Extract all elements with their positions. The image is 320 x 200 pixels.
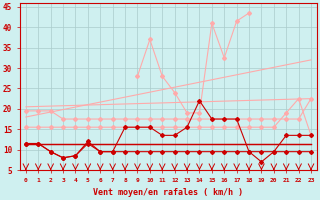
X-axis label: Vent moyen/en rafales ( km/h ): Vent moyen/en rafales ( km/h ) — [93, 188, 244, 197]
